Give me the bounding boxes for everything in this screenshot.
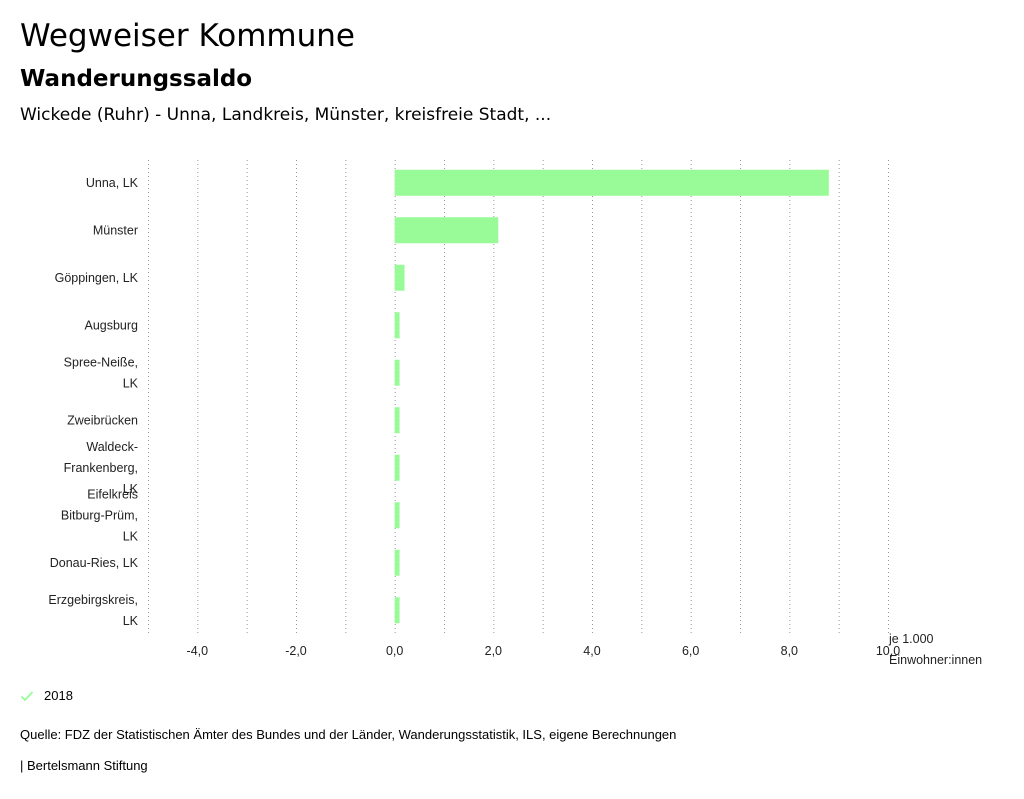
bar bbox=[394, 454, 400, 481]
category-label: LK bbox=[123, 529, 139, 543]
legend-label-2018: 2018 bbox=[44, 688, 73, 703]
x-tick-label: 8,0 bbox=[781, 644, 798, 658]
category-label: LK bbox=[123, 614, 139, 628]
x-tick-label: 2,0 bbox=[485, 644, 502, 658]
bar bbox=[394, 264, 405, 291]
category-label: LK bbox=[123, 482, 139, 496]
bar bbox=[394, 597, 400, 624]
bar bbox=[394, 407, 400, 434]
bar bbox=[394, 359, 400, 386]
legend[interactable]: 2018 bbox=[20, 688, 73, 703]
category-label: Bitburg-Prüm, bbox=[61, 508, 138, 522]
bar bbox=[394, 169, 829, 196]
page-title: Wegweiser Kommune bbox=[20, 18, 355, 54]
category-label: Spree-Neiße, bbox=[64, 355, 138, 369]
source-note: Quelle: FDZ der Statistischen Ämter des … bbox=[20, 727, 677, 742]
category-label: Eifelkreis bbox=[87, 487, 138, 501]
bar bbox=[394, 549, 400, 576]
x-tick-label: 4,0 bbox=[583, 644, 600, 658]
bar-chart: -4,0 -2,0 0,0 2,0 4,0 6,0 8,0 10,0je 1.000 Einwo… bbox=[48, 160, 982, 667]
x-axis-label: Einwohner:innen bbox=[889, 653, 982, 667]
category-label: Waldeck- bbox=[86, 440, 138, 454]
category-label: Augsburg bbox=[84, 318, 138, 332]
region-label: Wickede (Ruhr) - Unna, Landkreis, Münste… bbox=[20, 105, 552, 125]
bar bbox=[394, 217, 499, 244]
category-label: Münster bbox=[93, 223, 138, 237]
bar bbox=[394, 502, 400, 529]
x-tick-label: 6,0 bbox=[682, 644, 699, 658]
x-axis-label: je 1.000 bbox=[888, 632, 934, 646]
category-label: Zweibrücken bbox=[67, 413, 138, 427]
x-tick-label: -2,0 bbox=[285, 644, 307, 658]
category-label: Göppingen, LK bbox=[55, 271, 139, 285]
chart-subtitle: Wanderungssaldo bbox=[20, 66, 253, 92]
category-label: Frankenberg, bbox=[64, 461, 138, 475]
category-label: Erzgebirgskreis, bbox=[48, 593, 138, 607]
credit-note: | Bertelsmann Stiftung bbox=[20, 758, 148, 773]
category-label: Donau-Ries, LK bbox=[50, 556, 139, 570]
chart-area: -4,0 -2,0 0,0 2,0 4,0 6,0 8,0 10,0 je 1.000 Einwo… bbox=[48, 160, 982, 667]
x-tick-label: 0,0 bbox=[386, 644, 403, 658]
category-label: LK bbox=[123, 376, 139, 390]
checkmark-icon bbox=[20, 690, 34, 701]
x-tick-label: -4,0 bbox=[187, 644, 209, 658]
category-label: Unna, LK bbox=[86, 176, 139, 190]
bar bbox=[394, 312, 400, 339]
x-tick-label: 10,0 bbox=[876, 644, 900, 658]
